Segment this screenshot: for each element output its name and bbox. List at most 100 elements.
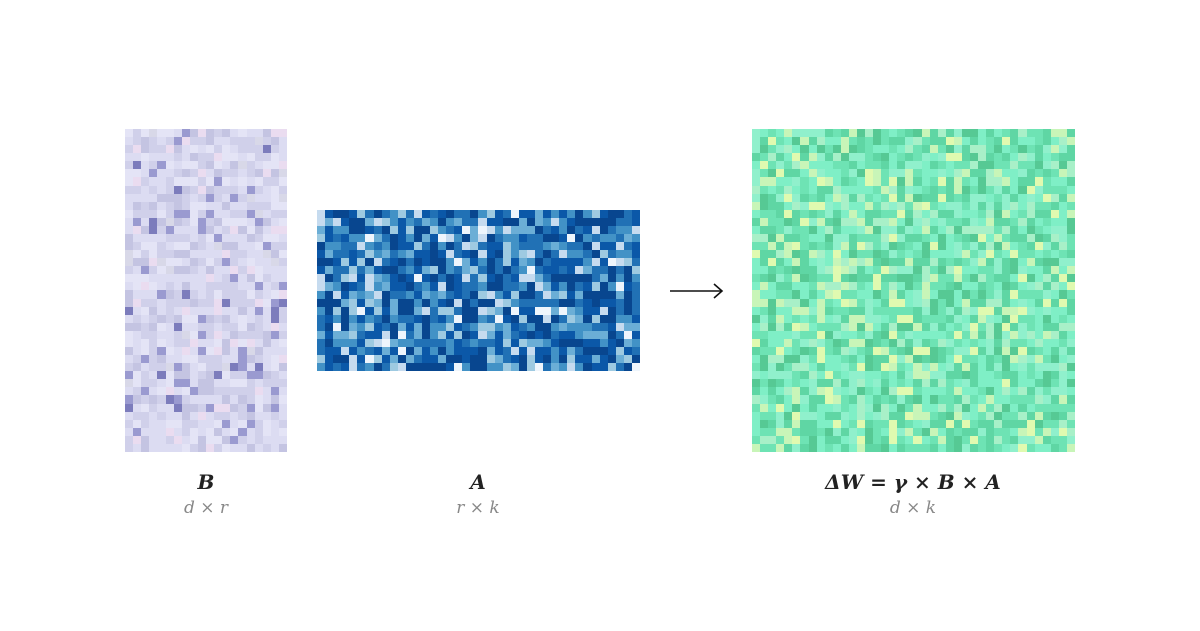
matrix-cell [1010,330,1019,339]
matrix-cell [214,314,223,323]
matrix-cell [994,322,1003,331]
matrix-cell [510,282,519,291]
matrix-cell [808,290,817,299]
matrix-cell [341,242,350,251]
matrix-cell [760,169,769,178]
matrix-cell [865,274,874,283]
matrix-cell [197,395,206,404]
matrix-cell [238,322,247,331]
matrix-cell [921,145,930,154]
matrix-cell [1018,169,1027,178]
matrix-cell [317,226,326,235]
matrix-cell [341,330,350,339]
matrix-cell [792,338,801,348]
matrix-cell [768,347,777,356]
matrix-cell [937,411,946,420]
matrix-cell [133,435,142,444]
matrix-cell [776,347,785,356]
matrix-cell [856,419,866,428]
matrix-cell [149,177,158,186]
matrix-cell [808,193,817,202]
matrix-cell [873,250,882,259]
matrix-cell [921,363,930,372]
matrix-cell [1034,177,1043,186]
matrix-cell [623,250,632,259]
matrix-cell [454,210,463,219]
matrix-cell [865,306,874,315]
matrix-cell [149,225,158,234]
matrix-cell [173,443,182,452]
matrix-cell [599,274,608,283]
matrix-cell [165,258,174,267]
matrix-cell [768,193,777,202]
matrix-cell [768,363,777,372]
matrix-cell [325,250,334,259]
matrix-cell [333,266,342,275]
matrix-cell [615,266,624,275]
matrix-cell [197,217,206,226]
matrix-cell [462,218,471,227]
matrix-cell [631,290,640,299]
matrix-cell [510,242,519,251]
matrix-cell [173,314,182,323]
matrix-cell [181,161,190,170]
matrix-cell [978,403,987,412]
matrix-cell [1058,177,1067,186]
matrix-cell [1026,225,1035,234]
matrix-cell [535,314,544,323]
matrix-cell [599,250,608,259]
matrix-cell [262,185,271,194]
matrix-cell [486,242,495,251]
matrix-cell [405,282,414,291]
matrix-cell [486,250,495,259]
matrix-cell [792,290,801,299]
matrix-cell [913,290,922,299]
matrix-cell [929,185,938,194]
matrix-cell [141,306,150,315]
matrix-cell [189,145,198,154]
matrix-cell [141,371,150,380]
matrix-cell [389,306,398,315]
matrix-cell [760,347,769,356]
matrix-cell [381,330,390,339]
matrix-cell [341,322,350,331]
matrix-cell [222,419,231,428]
matrix-cell [1042,129,1051,138]
matrix-cell [800,169,809,178]
matrix-cell [125,153,134,162]
matrix-cell [784,363,793,372]
matrix-cell [1034,169,1043,178]
matrix-cell [197,137,206,146]
matrix-cell [929,290,938,299]
matrix-cell [816,242,825,251]
matrix-cell [373,210,382,219]
matrix-cell [397,242,406,251]
matrix-cell [760,363,769,372]
matrix-cell [430,362,439,371]
matrix-cell [317,354,326,363]
matrix-cell [1058,274,1067,283]
matrix-cell [230,233,239,243]
matrix-cell [206,435,215,444]
matrix-cell [760,225,769,234]
matrix-cell [840,201,849,210]
matrix-cell [1042,242,1051,251]
matrix-cell [1058,338,1067,348]
matrix-cell [238,225,247,234]
matrix-cell [206,161,215,170]
matrix-cell [752,435,761,444]
matrix-cell [1050,411,1059,420]
matrix-cell [784,225,793,234]
matrix-cell [986,298,995,307]
matrix-cell [149,145,158,154]
matrix-cell [913,153,922,162]
matrix-cell [1010,169,1019,178]
matrix-cell [856,233,866,243]
matrix-cell [856,137,866,146]
matrix-cell [881,250,890,259]
matrix-cell [133,371,142,380]
matrix-cell [254,330,263,339]
matrix-cell [543,338,552,347]
matrix-cell [889,403,898,412]
matrix-cell [808,427,817,436]
